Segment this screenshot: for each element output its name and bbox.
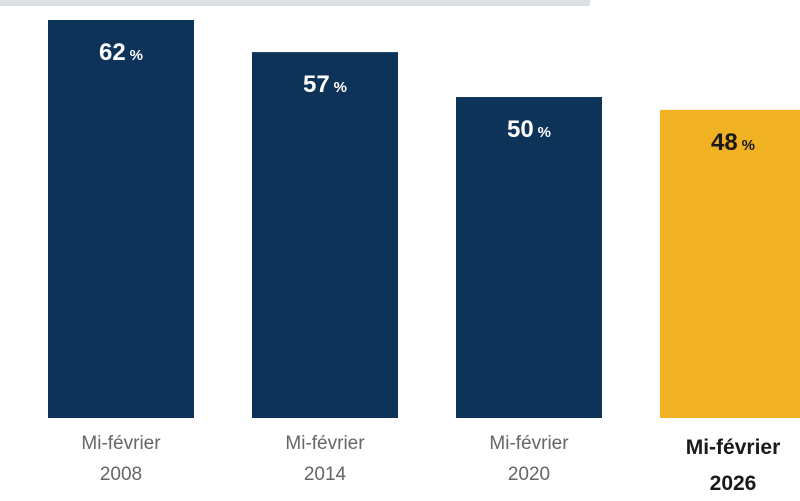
value-label-2008: 62% [99,39,143,66]
category-label-2008: Mi-février 2008 [81,433,161,485]
value-label-2014: 57% [303,71,347,98]
category-label-2020: Mi-février 2020 [489,433,569,485]
cropped-title-strip [0,0,590,6]
value-label-2026: 48% [711,129,755,156]
bar-2008 [48,20,194,418]
bar-2020 [456,97,602,418]
value-label-2020: 50% [507,116,551,143]
category-label-2014: Mi-février 2014 [285,433,365,485]
bar-2026 [660,109,800,418]
bar-2014 [252,52,398,419]
category-label-2026: Mi-février 2026 [686,436,781,495]
